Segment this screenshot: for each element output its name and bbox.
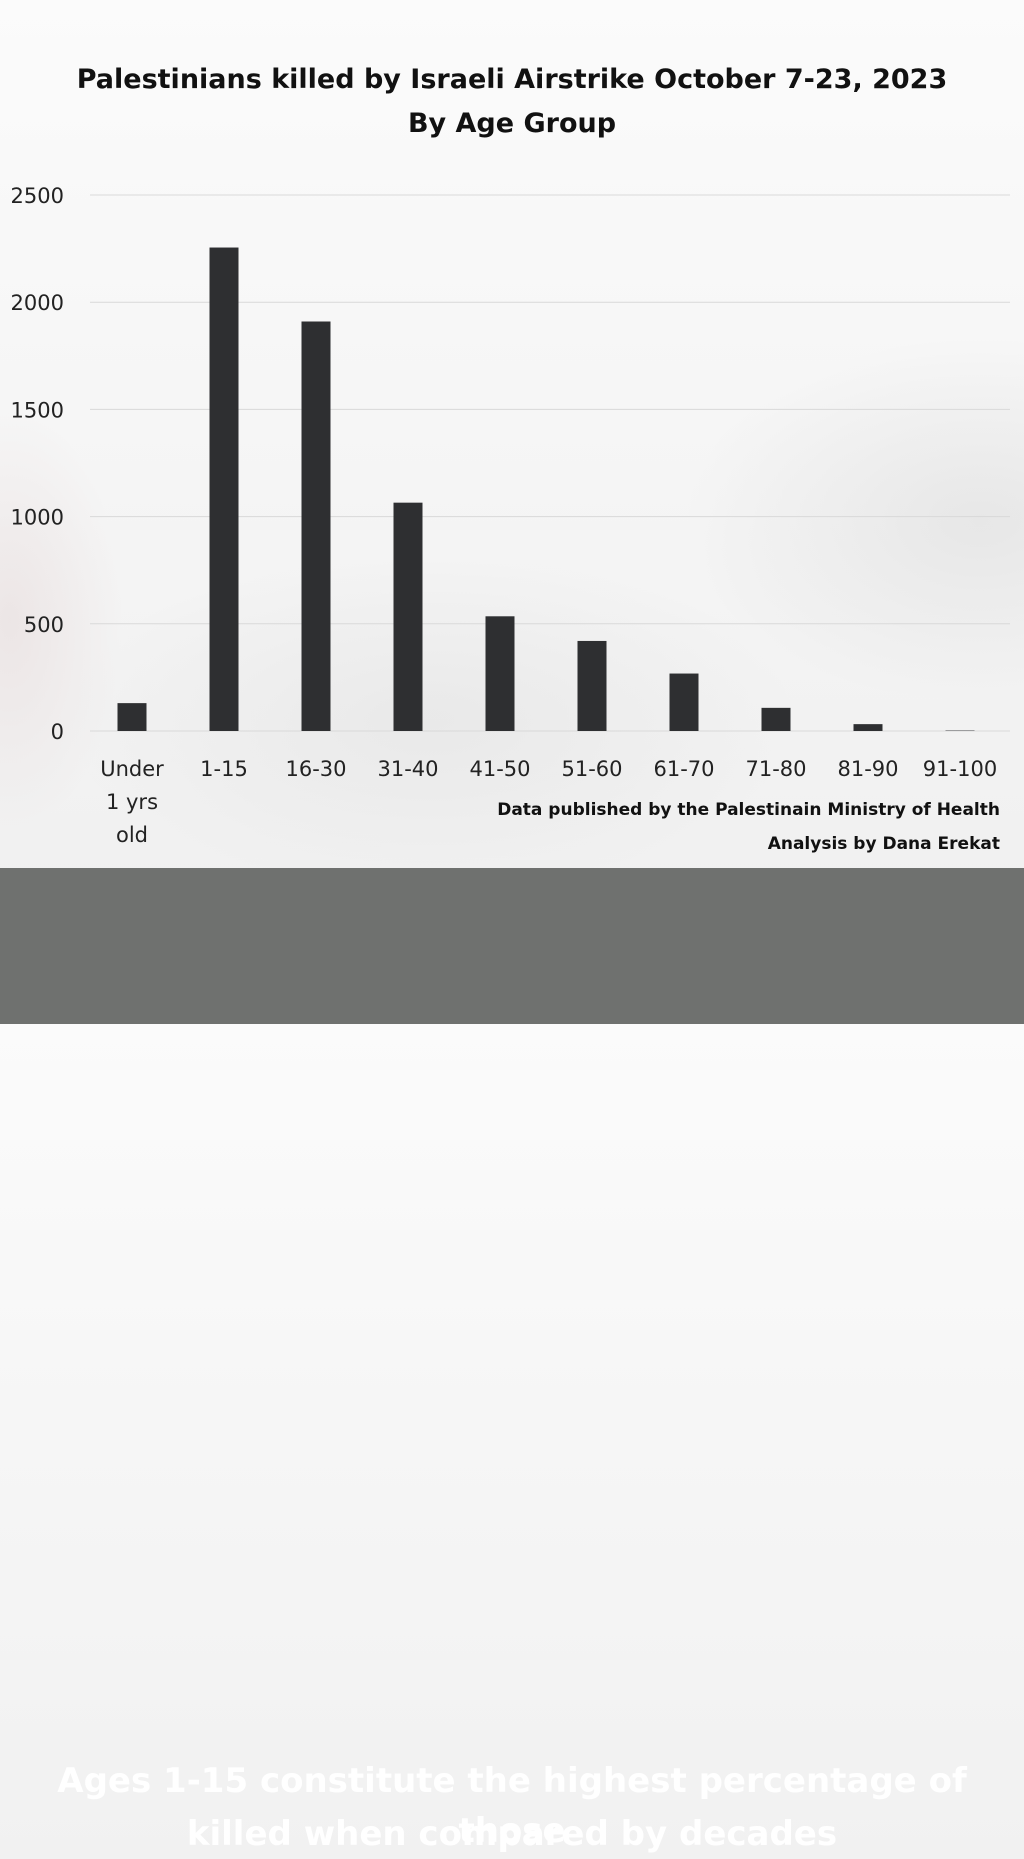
bar [670, 674, 699, 731]
x-tick-label: 16-30 [285, 757, 346, 781]
x-tick-label: 91-100 [923, 757, 997, 781]
x-tick-label: 51-60 [561, 757, 622, 781]
x-tick-label: 1-15 [200, 757, 248, 781]
bar [302, 321, 331, 731]
x-tick-label: Under [100, 757, 164, 781]
y-tick-label: 1500 [11, 398, 64, 422]
y-tick-label: 1000 [11, 506, 64, 530]
x-tick-label: 71-80 [745, 757, 806, 781]
y-tick-label: 0 [51, 720, 64, 744]
bar [486, 616, 515, 731]
y-axis-tick-labels: 0 500 1000 1500 2000 2500 [11, 184, 64, 744]
y-tick-label: 2000 [11, 291, 64, 315]
bar [762, 708, 791, 731]
caption-line-2: killed when compared by decades [0, 1809, 1024, 1859]
bars [118, 248, 975, 731]
x-tick-label: 81-90 [837, 757, 898, 781]
x-tick-label: 41-50 [469, 757, 530, 781]
bar [394, 503, 423, 731]
bar [578, 641, 607, 731]
analysis-credit: Analysis by Dana Erekat [768, 834, 1000, 854]
bar [854, 724, 883, 731]
x-tick-label: 31-40 [377, 757, 438, 781]
x-tick-label: 61-70 [653, 757, 714, 781]
x-tick-label: 1 yrs [106, 790, 158, 814]
bar [210, 248, 239, 731]
x-tick-label: old [116, 823, 148, 847]
y-tick-label: 500 [24, 613, 64, 637]
data-source-note: Data published by the Palestinain Minist… [497, 800, 1000, 820]
caption-banner: Ages 1-15 constitute the highest percent… [0, 868, 1024, 1024]
y-tick-label: 2500 [11, 184, 64, 208]
bar-chart: 0 500 1000 1500 2000 2500 Under 1 yrs old 1-15 16… [0, 0, 1024, 868]
bar [118, 703, 147, 731]
